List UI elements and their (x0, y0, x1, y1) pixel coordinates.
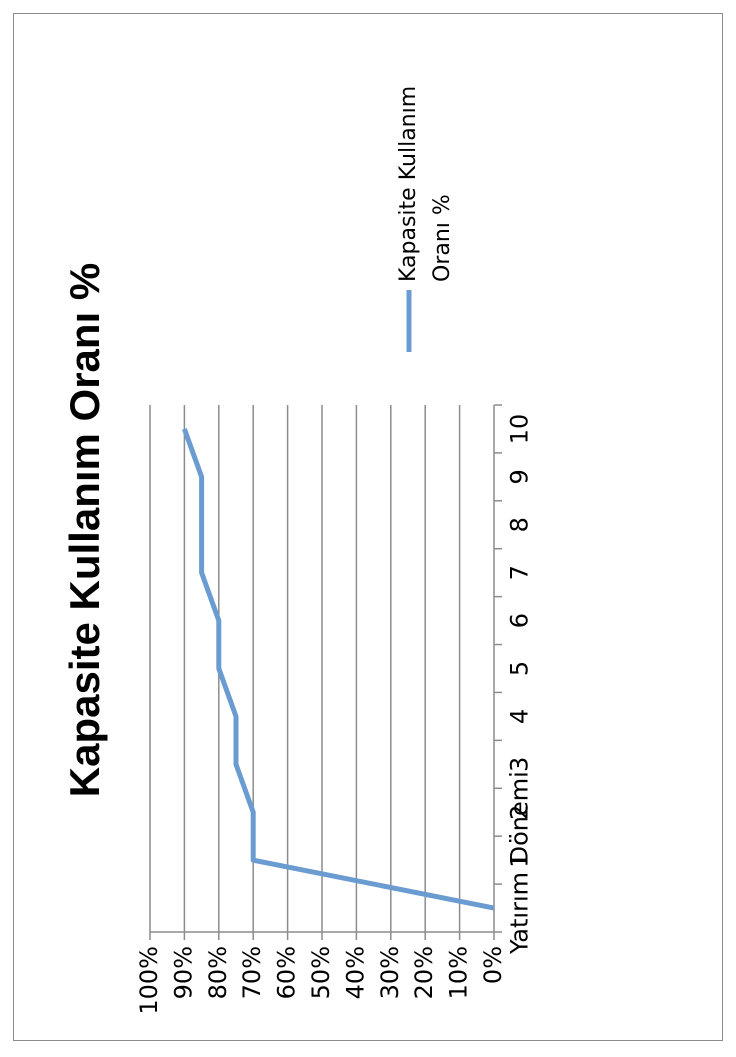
gridlines (149, 405, 461, 932)
y-tick-label: 100% (135, 946, 163, 1015)
legend-label-line2: Oranı % (430, 194, 455, 282)
y-tick-label: 40% (341, 946, 369, 999)
x-tick-label: 9 (506, 469, 534, 484)
y-axis-ticks: 0%10%20%30%40%50%60%70%80%90%100% (135, 932, 507, 1015)
y-tick-label: 20% (410, 946, 438, 999)
x-tick-label: 5 (506, 661, 534, 676)
x-tick-label: Yatırım Dönemi (506, 771, 534, 955)
y-tick-label: 50% (307, 946, 335, 999)
x-tick-label: 7 (506, 565, 534, 580)
x-tick-label: 1 (506, 852, 534, 867)
x-tick-label: 4 (506, 709, 534, 724)
y-tick-label: 80% (204, 946, 232, 999)
y-tick-label: 0% (479, 946, 507, 984)
legend-label-line1: Kapasite Kullanım (396, 86, 421, 282)
x-tick-label: 8 (506, 517, 534, 532)
x-tick-label: 6 (506, 613, 534, 628)
x-tick-label: 10 (506, 414, 534, 445)
y-tick-label: 30% (376, 946, 404, 999)
y-tick-label: 60% (273, 946, 301, 999)
chart-title: Kapasite Kullanım Oranı % (61, 263, 108, 797)
x-tick-label: 3 (506, 757, 534, 772)
y-tick-label: 10% (445, 946, 473, 999)
y-tick-label: 90% (169, 946, 197, 999)
chart-frame (13, 13, 723, 1041)
legend: Kapasite Kullanım Oranı % (396, 86, 455, 352)
x-tick-label: 2 (506, 805, 534, 820)
y-tick-label: 70% (238, 946, 266, 999)
series-line (182, 428, 495, 911)
series-group (182, 428, 495, 911)
